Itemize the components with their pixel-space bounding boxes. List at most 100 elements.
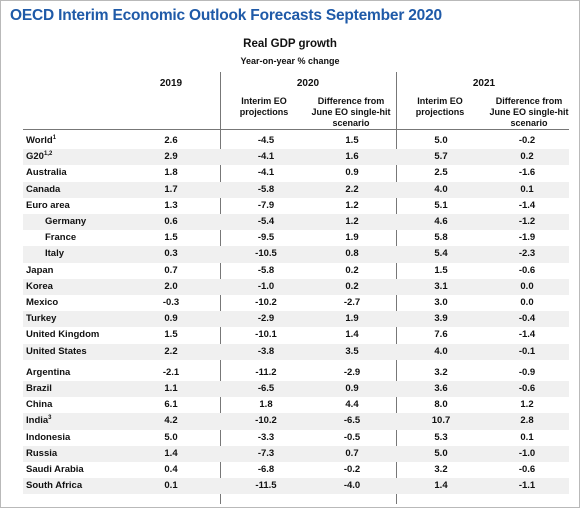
difference-2021-cell: -2.3: [518, 248, 536, 260]
table-row: China 6.1 1.8 4.4 8.0 1.2: [23, 397, 569, 413]
country-name: India3: [26, 415, 52, 426]
difference-2021-cell: -0.1: [518, 345, 536, 357]
country-name: G201,2: [26, 151, 52, 162]
value-2019-cell: 1.5: [164, 232, 178, 244]
country-name: Turkey: [26, 313, 56, 324]
country-name: United States: [26, 346, 87, 357]
page-title: OECD Interim Economic Outlook Forecasts …: [10, 7, 442, 24]
table-row: Brazil 1.1 -6.5 0.9 3.6 -0.6: [23, 381, 569, 398]
difference-2020-cell: -6.5: [343, 415, 361, 427]
difference-2021-cell: 0.1: [520, 431, 534, 443]
footnote-marker: 1,2: [43, 151, 53, 158]
interim-2020-cell: -9.5: [257, 232, 275, 244]
interim-2021-cell: 3.6: [434, 383, 448, 394]
difference-2020-cell: 0.2: [345, 280, 359, 292]
difference-2020-cell: 2.2: [345, 183, 359, 195]
value-2019-cell: 1.3: [164, 199, 178, 211]
value-2019-cell: 0.7: [164, 264, 178, 276]
interim-2021-cell: 3.2: [434, 366, 448, 378]
country-name-text: Japan: [26, 264, 54, 276]
country-name: World1: [26, 135, 56, 146]
value-2019-cell: 2.6: [164, 135, 178, 146]
difference-2020-cell: 0.7: [345, 447, 359, 459]
difference-2020-cell: 0.2: [345, 264, 359, 276]
interim-2021-cell: 7.6: [434, 329, 448, 341]
country-name: France: [45, 232, 76, 243]
table-row: Korea 2.0 -1.0 0.2 3.1 0.0: [23, 278, 569, 295]
country-name-text: United Kingdom: [26, 329, 100, 341]
difference-2021-cell: -1.4: [518, 199, 536, 211]
value-2019-cell: 1.1: [164, 383, 178, 394]
interim-2021-cell: 3.0: [434, 297, 448, 308]
interim-2020-cell: -3.8: [257, 345, 275, 357]
interim-2021-cell: 2.5: [434, 167, 448, 179]
value-2019-cell: 1.7: [164, 183, 178, 195]
table-row: Australia 1.8 -4.1 0.9 2.5 -1.6: [23, 165, 569, 181]
year-header-2020: 2020: [296, 78, 320, 89]
country-name-text: Argentina: [26, 366, 71, 378]
interim-2021-cell: 8.0: [434, 399, 448, 411]
col-header-diff-2021: Difference from June EO single-hit scena…: [489, 96, 569, 128]
country-name-text: Canada: [26, 183, 61, 195]
table-subtitle: Year-on-year % change: [240, 56, 340, 66]
country-name-text: Turkey: [26, 313, 57, 325]
interim-2020-cell: -10.1: [255, 329, 277, 341]
interim-2021-cell: 3.2: [434, 464, 448, 475]
country-name: South Africa: [26, 480, 82, 491]
table-row: United Kingdom 1.5 -10.1 1.4 7.6 -1.4: [23, 327, 569, 343]
difference-2021-cell: -1.0: [518, 447, 536, 459]
difference-2020-cell: 1.6: [345, 151, 359, 163]
interim-2021-cell: 3.9: [434, 313, 448, 325]
interim-2020-cell: -10.5: [255, 248, 277, 260]
table-row: Italy 0.3 -10.5 0.8 5.4 -2.3: [23, 246, 569, 263]
interim-2021-cell: 5.4: [434, 248, 448, 260]
country-name-text: Brazil: [26, 383, 52, 394]
country-name-text: Australia: [26, 167, 67, 179]
difference-2020-cell: 4.4: [345, 399, 359, 411]
difference-2021-cell: 0.2: [520, 151, 534, 163]
country-name: Australia: [26, 167, 67, 178]
interim-2020-cell: -2.9: [257, 313, 275, 325]
country-name-text: Germany: [45, 216, 87, 227]
difference-2020-cell: 1.5: [345, 135, 359, 146]
interim-2021-cell: 10.7: [431, 415, 451, 427]
table-row: United States 2.2 -3.8 3.5 4.0 -0.1: [23, 343, 569, 360]
country-name-text: Korea: [26, 280, 53, 292]
interim-2020-cell: -1.0: [257, 280, 275, 292]
difference-2021-cell: 0.1: [520, 183, 534, 195]
interim-2020-cell: -5.8: [257, 264, 275, 276]
value-2019-cell: 6.1: [164, 399, 178, 411]
country-name-text: United States: [26, 345, 87, 357]
country-name: China: [26, 399, 52, 410]
country-name-text: France: [45, 232, 77, 244]
country-name-text: Euro area: [26, 199, 70, 211]
difference-2021-cell: -1.4: [518, 329, 536, 341]
interim-2020-cell: -3.3: [257, 431, 275, 443]
country-name-text: Mexico: [26, 297, 59, 308]
table-row: Japan 0.7 -5.8 0.2 1.5 -0.6: [23, 263, 569, 279]
difference-2020-cell: 0.8: [345, 248, 359, 260]
difference-2020-cell: -0.5: [343, 431, 361, 443]
footnote-marker: 3: [48, 415, 52, 422]
difference-2020-cell: 0.9: [345, 167, 359, 179]
table-row: Saudi Arabia 0.4 -6.8 -0.2 3.2 -0.6: [23, 462, 569, 478]
difference-2021-cell: -0.2: [518, 135, 536, 146]
difference-2021-cell: 2.8: [520, 415, 534, 427]
country-name: United Kingdom: [26, 329, 99, 340]
table-row: Turkey 0.9 -2.9 1.9 3.9 -0.4: [23, 311, 569, 328]
difference-2020-cell: 3.5: [345, 345, 359, 357]
difference-2021-cell: -1.9: [518, 232, 536, 244]
value-2019-cell: 0.3: [164, 248, 178, 260]
difference-2020-cell: 0.9: [345, 383, 359, 394]
difference-2021-cell: 0.0: [520, 280, 534, 292]
table-row: Euro area 1.3 -7.9 1.2 5.1 -1.4: [23, 198, 569, 214]
difference-2020-cell: -2.7: [343, 297, 361, 308]
interim-2021-cell: 5.0: [434, 135, 448, 146]
interim-2020-cell: -4.5: [257, 135, 275, 146]
interim-2020-cell: -6.8: [257, 464, 275, 475]
country-name: Indonesia: [26, 432, 70, 443]
interim-2020-cell: -4.1: [257, 167, 275, 179]
value-2019-cell: -0.3: [162, 297, 180, 308]
table-row: G201,2 2.9 -4.1 1.6 5.7 0.2: [23, 149, 569, 166]
country-name-text: South Africa: [26, 480, 83, 492]
